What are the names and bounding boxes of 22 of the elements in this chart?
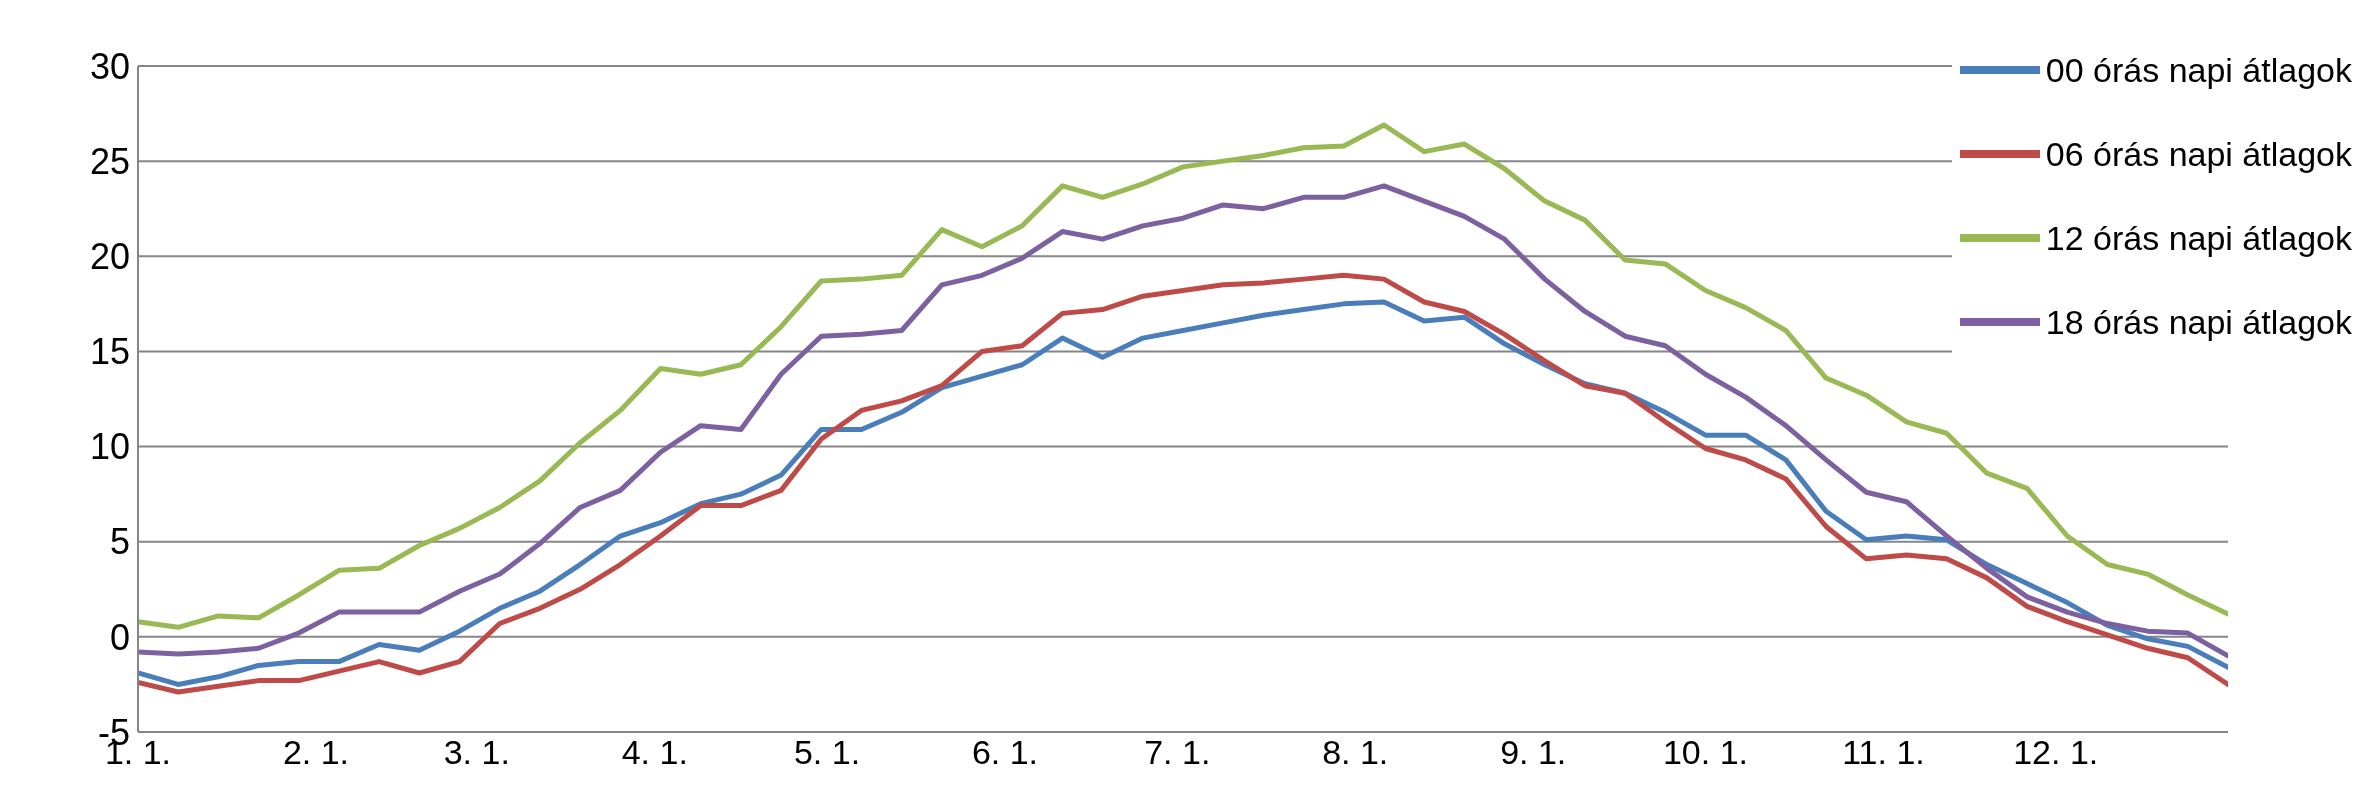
x-tick-label: 12. 1. [2013,733,2099,772]
legend-label: 18 órás napi átlagok [2045,302,2352,342]
x-tick-label: 11. 1. [1842,733,1925,772]
x-tick-label: 7. 1. [1144,733,1211,772]
legend-label: 00 órás napi átlagok [2045,50,2352,90]
x-tick-label: 4. 1. [621,733,688,772]
legend-label: 12 órás napi átlagok [2045,218,2352,258]
y-tick-label: 15 [89,331,130,373]
x-tick-label: 2. 1. [282,733,350,772]
x-tick-label: 9. 1. [1500,733,1567,772]
x-tick-label: 5. 1. [793,733,861,772]
x-tick-label: 10. 1. [1662,733,1749,772]
y-tick-label: 0 [109,616,130,658]
legend-label: 06 órás napi átlagok [2045,134,2352,174]
y-tick-label: 10 [89,426,130,468]
y-tick-label: 30 [89,45,130,87]
x-tick-label: 6. 1. [971,733,1039,772]
y-tick-label: 5 [109,521,130,563]
x-tick-label: 8. 1. [1322,733,1389,772]
x-tick-label: 3. 1. [443,733,510,772]
y-tick-label: 25 [89,140,130,182]
y-tick-label: 20 [89,236,130,278]
